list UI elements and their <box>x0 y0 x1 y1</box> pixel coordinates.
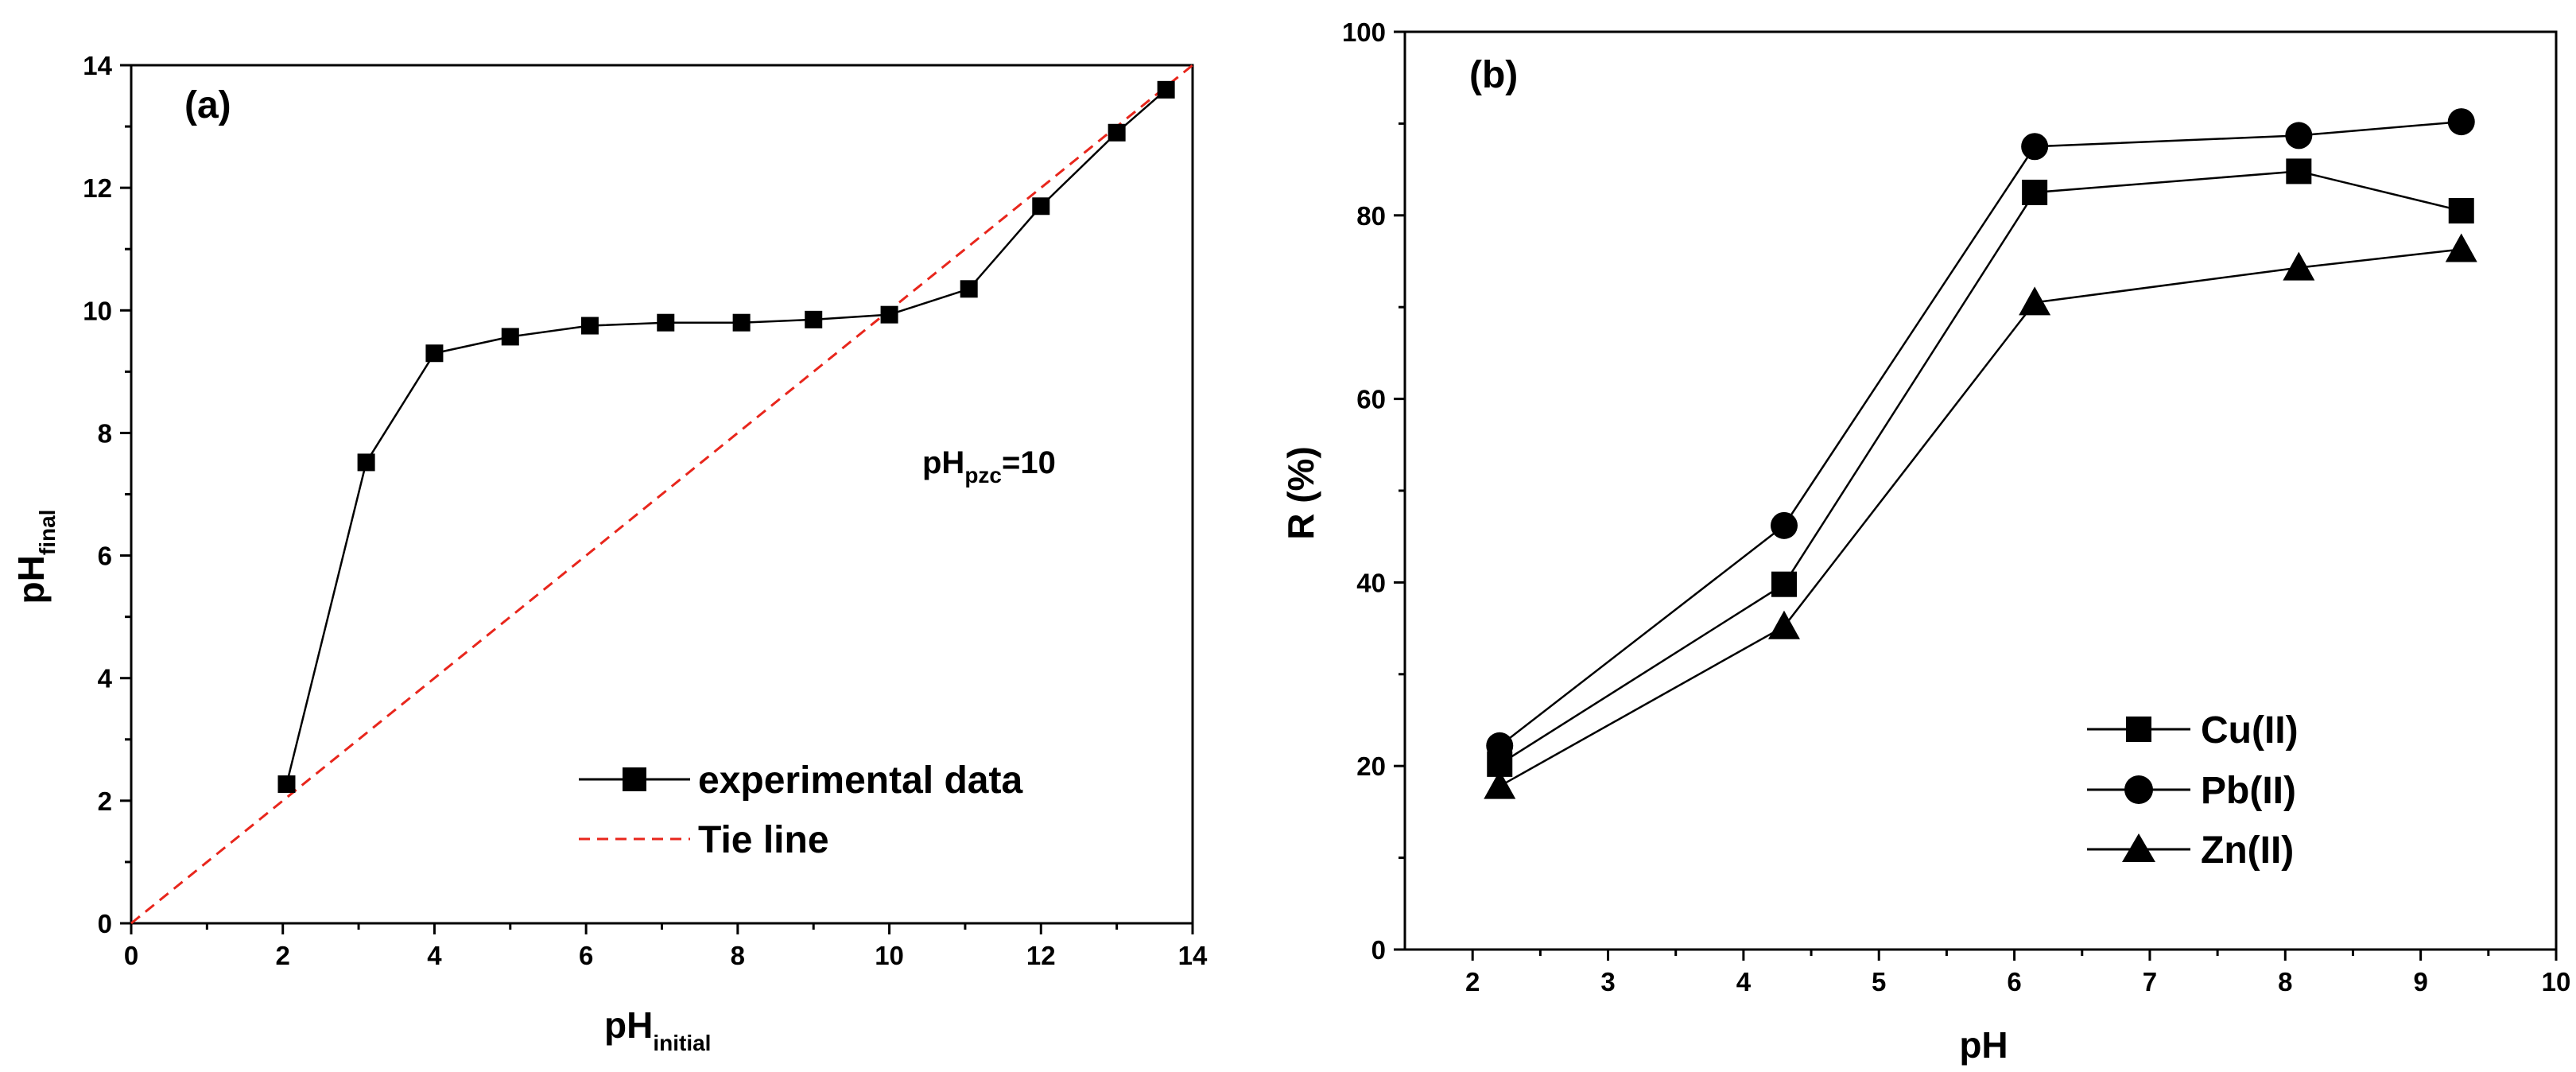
panel-b-x-tick-label: 3 <box>1600 967 1615 996</box>
panel-a-y-axis-label: pHfinal <box>10 510 60 604</box>
panel-a-x-ticks: 0 2 4 6 8 10 12 14 <box>124 923 1208 970</box>
panel-b-x-tick-label: 4 <box>1736 967 1752 996</box>
panel-a-label: (a) <box>184 84 231 126</box>
experimental-data-point <box>880 305 898 324</box>
series-zn-point <box>2019 286 2051 316</box>
pzc-annotation-suffix: =10 <box>1002 445 1056 480</box>
panel-b-y-tick-label: 100 <box>1342 17 1386 47</box>
pzc-annotation-main: pH <box>922 445 964 480</box>
legend-cu-marker <box>2126 717 2151 742</box>
series-pb-point <box>2285 122 2313 150</box>
panel-a-x-tick-label: 6 <box>579 941 593 970</box>
series-cu-point <box>2448 198 2474 224</box>
panel-a-y-axis-label-main: pH <box>10 555 52 604</box>
legend-experimental-label: experimental data <box>698 759 1022 802</box>
panel-a-y-tick-label: 8 <box>98 418 112 448</box>
panel-b-y-tick-label: 80 <box>1356 201 1386 231</box>
series-zn-point <box>2283 251 2315 281</box>
pzc-annotation: pHpzc=10 <box>922 445 1056 487</box>
panel-a-x-tick-label: 0 <box>124 941 138 970</box>
legend-pb-marker <box>2124 775 2153 804</box>
panel-b-x-tick-label: 6 <box>2007 967 2021 996</box>
experimental-data-point <box>1032 197 1050 216</box>
panel-b-y-tick-label: 40 <box>1356 568 1386 597</box>
panel-b-y-axis-label: R (%) <box>1280 446 1321 540</box>
panel-a-y-tick-label: 0 <box>98 909 112 938</box>
panel-b-legend: Cu(II) Pb(II) Zn(II) <box>2087 709 2299 872</box>
series-cu-point <box>2286 158 2312 184</box>
experimental-data-point <box>805 310 823 328</box>
panel-a-legend: experimental data Tie line <box>579 759 1022 861</box>
panel-b-x-tick-label: 8 <box>2278 967 2292 996</box>
panel-a-y-axis-label-sub: final <box>35 510 60 556</box>
panel-a-x-axis-label: pHinitial <box>604 1004 711 1055</box>
series-pb-point <box>2447 108 2475 136</box>
panel-a-y-ticks: 0 2 4 6 8 10 12 14 <box>83 51 131 938</box>
series-pb-point <box>1486 732 1514 759</box>
legend-zn-marker <box>2122 833 2155 862</box>
legend-experimental-marker <box>623 767 646 791</box>
panel-a-x-tick-label: 14 <box>1178 941 1208 970</box>
panel-b-x-axis-label: pH <box>1959 1024 2008 1066</box>
chart-panel-b: 2 3 4 5 6 7 8 9 10 0 20 40 60 80 100 (b) pH R (%) Cu(… <box>1280 17 2570 1066</box>
panel-b-x-tick-label: 5 <box>1872 967 1886 996</box>
panel-a-x-tick-label: 4 <box>427 941 442 970</box>
experimental-data-point <box>1108 123 1126 142</box>
panel-a-y-tick-label: 10 <box>83 296 112 325</box>
panel-a-x-axis-label-main: pH <box>604 1004 653 1046</box>
experimental-data-point <box>732 313 751 332</box>
panel-b-x-tick-label: 10 <box>2542 967 2571 996</box>
panel-b-plot-frame <box>1403 30 2558 951</box>
panel-b-y-ticks: 0 20 40 60 80 100 <box>1342 17 1405 965</box>
experimental-data-point <box>501 328 519 346</box>
panel-b-y-tick-label: 20 <box>1356 752 1386 781</box>
series-pb-point <box>1770 511 1798 539</box>
series-cu-point <box>2022 179 2048 205</box>
panel-b-label: (b) <box>1469 54 1518 96</box>
experimental-data-point <box>425 344 444 363</box>
series-cu-line <box>1499 170 2462 765</box>
legend-pb-label: Pb(II) <box>2201 770 2296 812</box>
series-zn-point <box>2445 233 2477 262</box>
series-cu-point <box>1771 571 1797 597</box>
panel-a-x-tick-label: 12 <box>1026 941 1056 970</box>
panel-b-y-tick-label: 0 <box>1371 935 1386 965</box>
panel-a-x-tick-label: 2 <box>276 941 290 970</box>
panel-b-x-tick-label: 7 <box>2143 967 2157 996</box>
series-zn-point <box>1484 770 1516 799</box>
panel-b-x-tick-label: 9 <box>2413 967 2427 996</box>
panel-a-y-tick-label: 6 <box>98 542 112 571</box>
legend-cu-label: Cu(II) <box>2201 709 2299 752</box>
experimental-data-point <box>580 317 599 335</box>
panel-a-y-tick-label: 14 <box>83 51 112 80</box>
legend-tie-label: Tie line <box>698 819 829 861</box>
series-zn-point <box>1767 610 1800 639</box>
panel-a-x-tick-label: 8 <box>731 941 745 970</box>
panel-b-y-tick-label: 60 <box>1356 385 1386 414</box>
panel-a-y-tick-label: 4 <box>98 664 113 693</box>
panel-a-x-tick-label: 10 <box>875 941 904 970</box>
experimental-data-point <box>1157 80 1175 99</box>
pzc-annotation-sub: pzc <box>964 463 1002 487</box>
panel-a-series <box>130 64 1193 925</box>
series-pb-line <box>1499 120 2462 747</box>
experimental-data-point <box>960 280 978 298</box>
panel-a-y-tick-label: 12 <box>83 173 112 203</box>
panel-b-series <box>1484 108 2477 799</box>
panel-b-x-ticks: 2 3 4 5 6 7 8 9 10 <box>1465 950 2570 996</box>
legend-zn-label: Zn(II) <box>2201 829 2294 872</box>
experimental-data-point <box>357 453 375 472</box>
experimental-data-point <box>277 775 296 794</box>
experimental-data-point <box>657 313 675 332</box>
series-zn-line <box>1499 248 2462 787</box>
panel-b-x-tick-label: 2 <box>1465 967 1480 996</box>
panel-a-x-axis-label-sub: initial <box>653 1031 711 1055</box>
tie-line <box>130 64 1193 925</box>
panel-a-y-tick-label: 2 <box>98 787 112 816</box>
series-pb-point <box>2021 133 2049 161</box>
